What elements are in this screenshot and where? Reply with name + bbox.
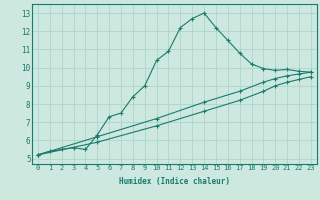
X-axis label: Humidex (Indice chaleur): Humidex (Indice chaleur) <box>119 177 230 186</box>
